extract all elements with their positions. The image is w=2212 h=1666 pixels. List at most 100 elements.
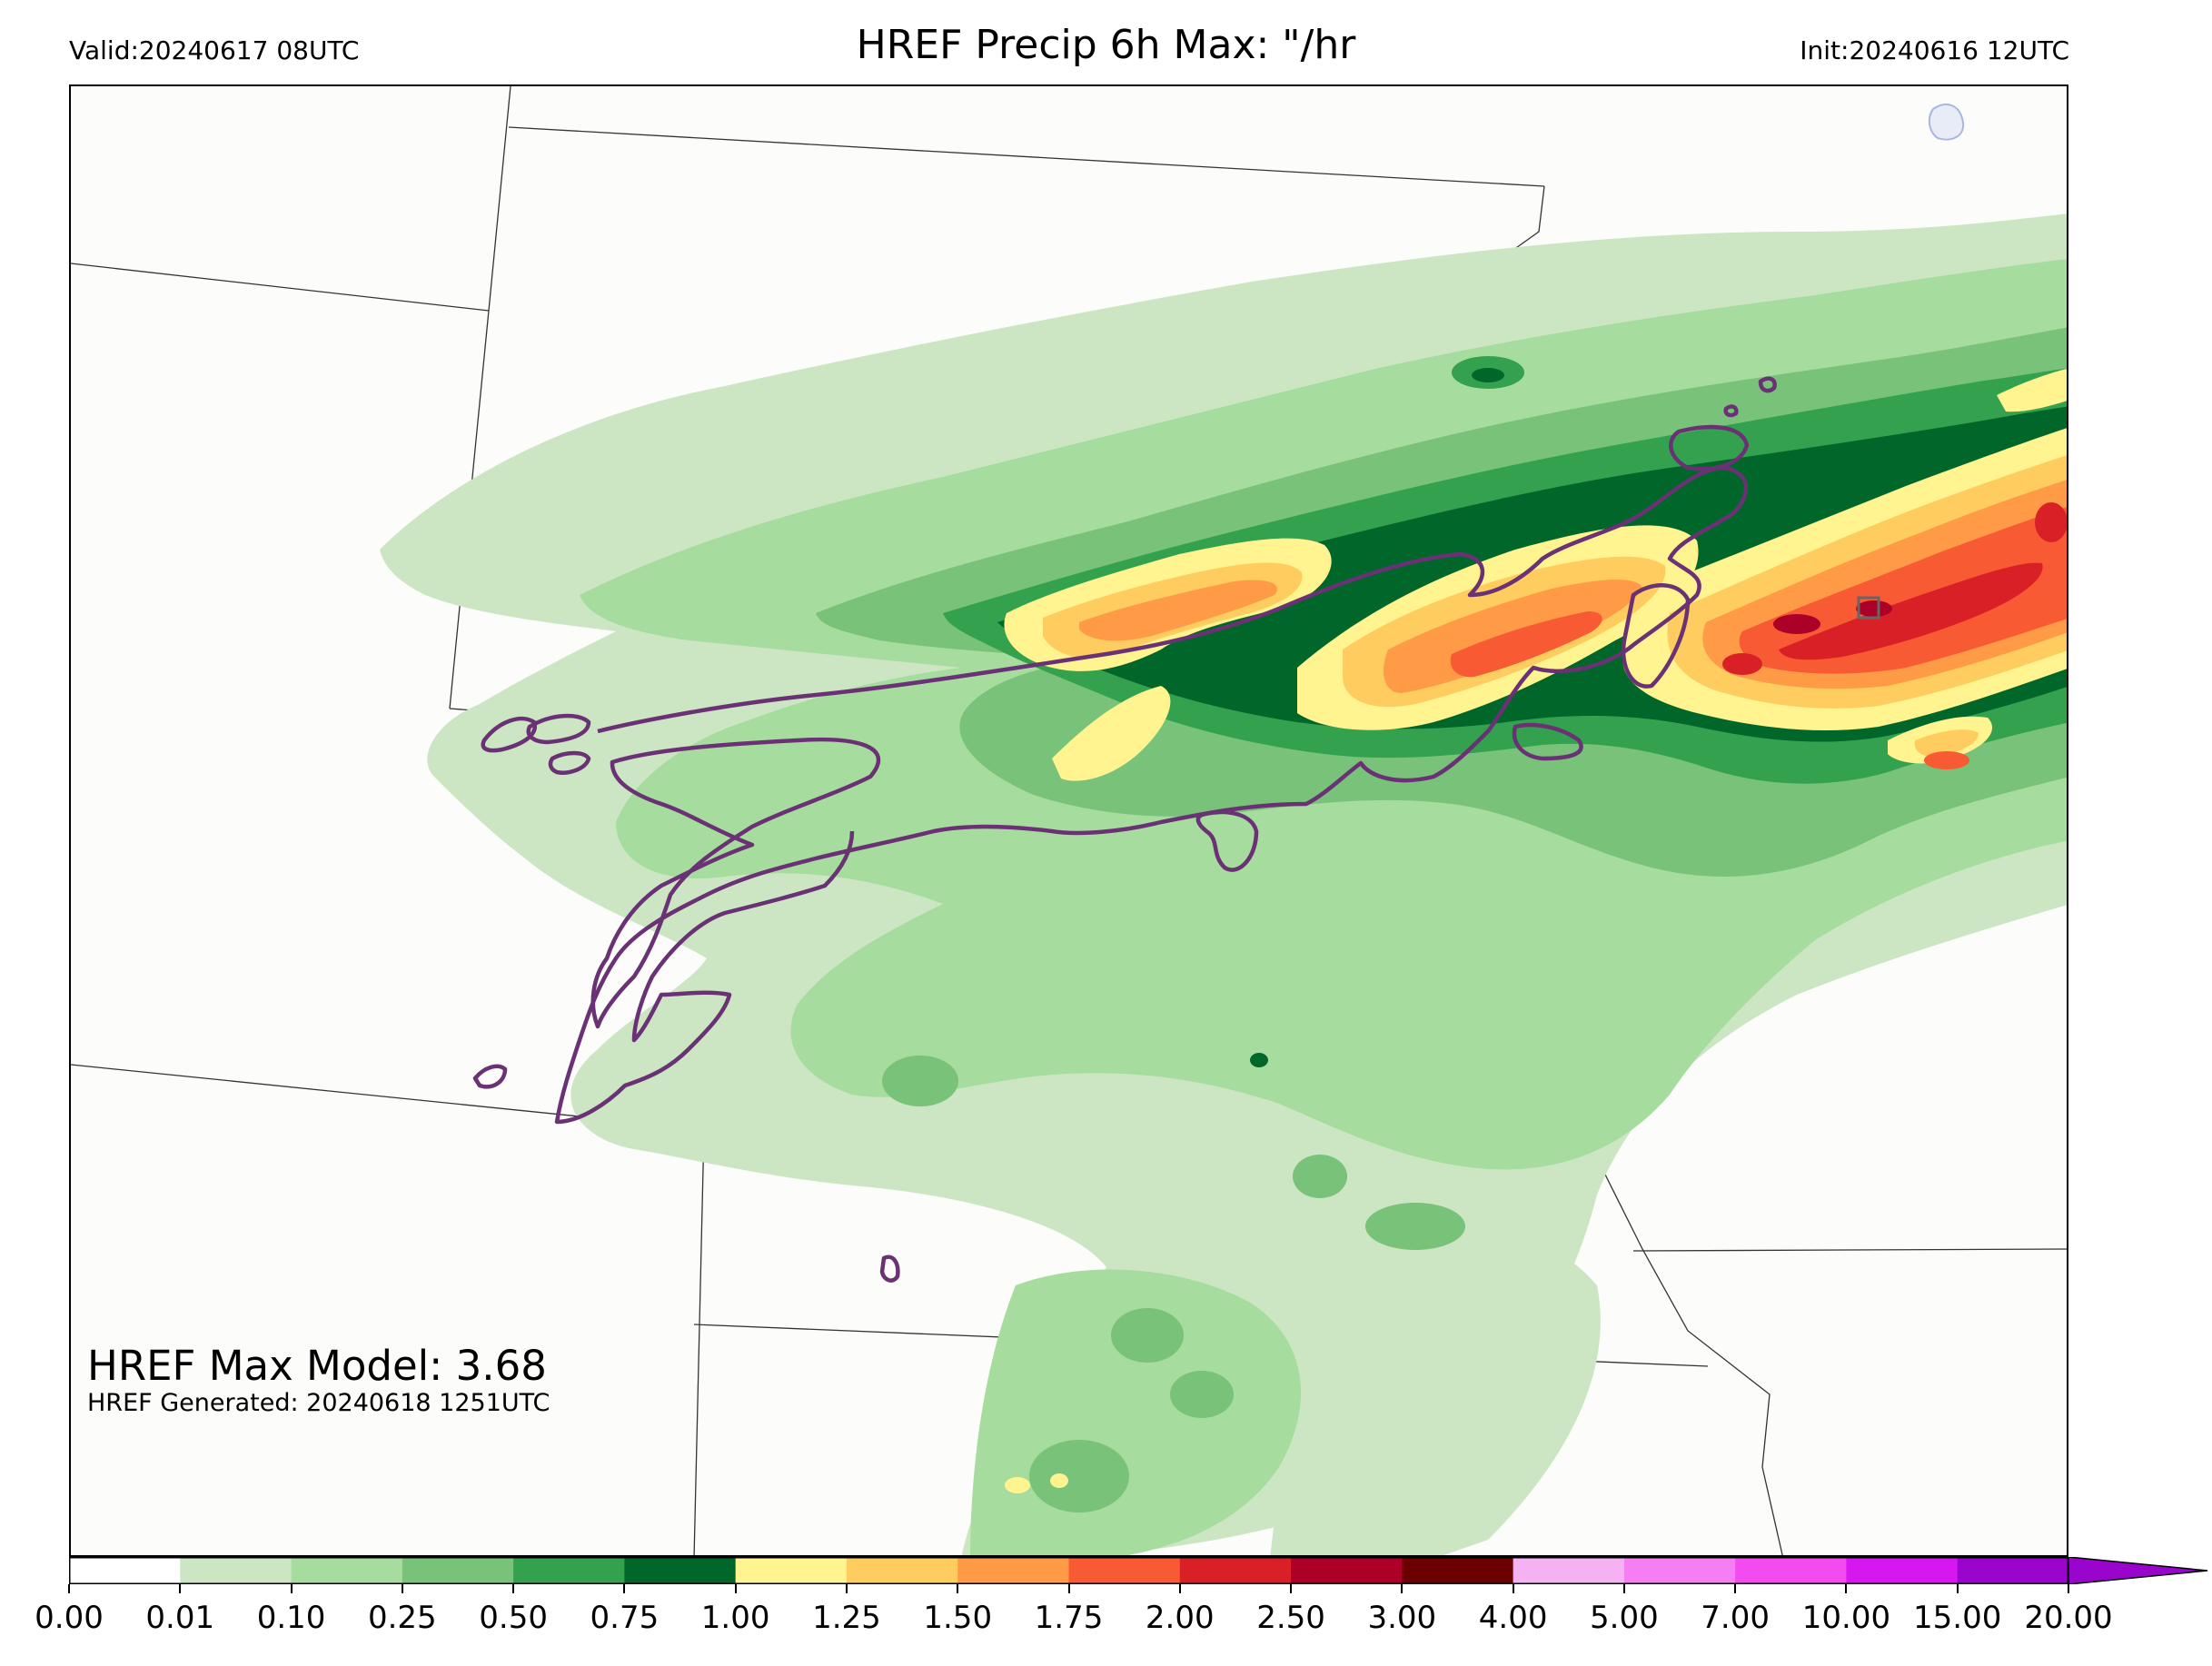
outline-small <box>526 713 591 745</box>
colorbar-segment <box>957 1557 1070 1584</box>
colorbar-tick-mark <box>401 1584 403 1593</box>
colorbar-extend-arrow <box>2068 1557 2208 1584</box>
colorbar-tick-label: 2.50 <box>1256 1600 1325 1636</box>
colorbar-tick-mark <box>1622 1584 1625 1593</box>
colorbar <box>69 1557 2208 1584</box>
colorbar-segment <box>735 1557 848 1584</box>
border-line <box>488 86 511 312</box>
colorbar-tick-label: 5.00 <box>1590 1600 1659 1636</box>
precip-area-yellow <box>1997 369 2067 412</box>
outline-west <box>590 737 881 1029</box>
precip-area-gold <box>1914 729 1979 757</box>
colorbar-tick-label: 0.01 <box>145 1600 215 1636</box>
outline-small <box>548 750 591 775</box>
border-line <box>508 126 1545 187</box>
outline-small <box>1669 424 1750 471</box>
colorbar-segment <box>624 1557 737 1584</box>
colorbar-tick-label: 1.00 <box>700 1600 770 1636</box>
precip-2.00 <box>1722 502 2067 675</box>
colorbar-tick-mark <box>1178 1584 1181 1593</box>
precip-1.75 <box>1450 507 2067 769</box>
border-line <box>1632 1248 2067 1252</box>
precip-area-red <box>1779 562 2043 660</box>
colorbar-segment <box>1291 1557 1403 1584</box>
colorbar-segment <box>1735 1557 1848 1584</box>
colorbar-tick-mark <box>1845 1584 1848 1593</box>
precip-cell <box>1856 600 1892 617</box>
colorbar-tick-mark <box>1067 1584 1070 1593</box>
outline-small <box>1621 583 1691 689</box>
colorbar-tick-mark <box>623 1584 626 1593</box>
colorbar-segment <box>1179 1557 1292 1584</box>
colorbar-segment <box>1513 1557 1625 1584</box>
precip-area-yellow <box>1052 686 1171 781</box>
colorbar-segment <box>846 1557 958 1584</box>
precip-cell <box>1293 1155 1347 1198</box>
colorbar-tick-label: 7.00 <box>1701 1600 1771 1636</box>
colorbar-tick-mark <box>179 1584 182 1593</box>
colorbar-border <box>69 1557 2068 1584</box>
precip-cell <box>1472 368 1504 382</box>
valid-time-label: Valid:20240617 08UTC <box>69 35 360 65</box>
precip-cell <box>1250 1053 1268 1067</box>
precip-map <box>71 86 2067 1555</box>
precip-cell <box>1722 653 1762 675</box>
probability-outlines <box>472 376 1777 1283</box>
colorbar-tick-mark <box>734 1584 737 1593</box>
precip-cell <box>1111 1308 1184 1363</box>
colorbar-tick-label: 0.75 <box>590 1600 660 1636</box>
precip-area-light <box>1270 1204 1601 1555</box>
colorbar-segment <box>513 1557 625 1584</box>
outline-small <box>879 1254 900 1283</box>
colorbar-tick-label: 1.25 <box>812 1600 881 1636</box>
precip-area-orange <box>1079 580 1277 641</box>
colorbar-segment <box>402 1557 514 1584</box>
colorbar-tick-label: 20.00 <box>2024 1600 2113 1636</box>
generated-label: HREF Generated: 20240618 1251UTC <box>87 1389 551 1417</box>
colorbar-segment <box>1957 1557 2069 1584</box>
outline-main <box>554 465 1749 1125</box>
outline-small <box>1195 809 1259 872</box>
colorbar-segment <box>291 1557 403 1584</box>
precip-area-redorange <box>1450 611 1602 678</box>
init-time-label: Init:20240616 12UTC <box>1800 35 2069 65</box>
colorbar-tick-mark <box>512 1584 515 1593</box>
map-panel: HREF Max Model: 3.68 HREF Generated: 202… <box>69 84 2068 1557</box>
city-marker-icon <box>1857 596 1880 620</box>
colorbar-tick-label: 3.00 <box>1367 1600 1437 1636</box>
precip-area-redorange <box>1739 507 2067 674</box>
precip-cell <box>1924 751 1969 769</box>
colorbar-tick-mark <box>1401 1584 1404 1593</box>
colorbar-tick-label: 4.00 <box>1478 1600 1548 1636</box>
precip-cell <box>1050 1473 1068 1488</box>
precip-cell <box>1005 1477 1030 1493</box>
colorbar-tick-label: 0.25 <box>367 1600 437 1636</box>
colorbar-tick-mark <box>1512 1584 1514 1593</box>
map-title: HREF Precip 6h Max: "/hr <box>856 22 1356 68</box>
colorbar-tick-label: 0.10 <box>256 1600 326 1636</box>
colorbar-segment <box>69 1557 181 1584</box>
colorbar-tick-label: 10.00 <box>1801 1600 1891 1636</box>
colorbar-tick-label: 2.00 <box>1145 1600 1215 1636</box>
lake-outline <box>1928 104 1965 141</box>
outline-small <box>472 1064 508 1089</box>
colorbar-segment <box>1402 1557 1514 1584</box>
colorbar-segment <box>1623 1557 1736 1584</box>
colorbar-tick-mark <box>957 1584 959 1593</box>
precip-cell <box>882 1056 958 1106</box>
outline-small <box>1758 376 1777 393</box>
colorbar-segment <box>1846 1557 1959 1584</box>
precip-cell <box>1029 1440 1129 1512</box>
precip-cell <box>1365 1203 1465 1250</box>
precip-small-yellow <box>1005 1473 1068 1493</box>
outline-small <box>1723 404 1739 418</box>
colorbar-tick-label: 1.75 <box>1034 1600 1104 1636</box>
border-line <box>71 263 490 312</box>
colorbar-tick-mark <box>68 1584 70 1593</box>
colorbar-tick-mark <box>1734 1584 1737 1593</box>
precip-cell <box>1773 614 1820 634</box>
colorbar-tick-mark <box>845 1584 848 1593</box>
colorbar-tick-label: 0.50 <box>479 1600 548 1636</box>
outline-small <box>1512 722 1583 761</box>
border-line <box>693 1128 705 1555</box>
